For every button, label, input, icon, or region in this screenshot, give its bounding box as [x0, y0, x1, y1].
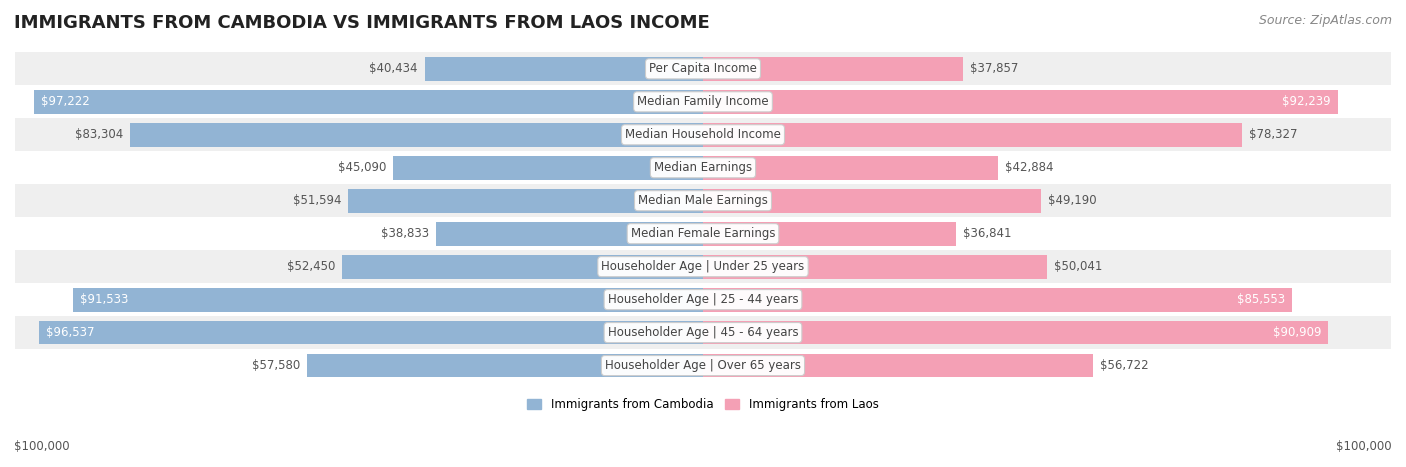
Bar — [15, 217, 1391, 250]
Text: $49,190: $49,190 — [1049, 194, 1097, 207]
Text: $57,580: $57,580 — [252, 359, 299, 372]
Text: Householder Age | 25 - 44 years: Householder Age | 25 - 44 years — [607, 293, 799, 306]
Bar — [15, 184, 1391, 217]
Bar — [392, 156, 703, 180]
Bar — [129, 123, 703, 147]
Bar — [73, 288, 703, 311]
Text: $38,833: $38,833 — [381, 227, 429, 240]
Bar — [15, 118, 1391, 151]
Text: $97,222: $97,222 — [41, 95, 90, 108]
Bar — [703, 57, 963, 81]
Text: $40,434: $40,434 — [370, 63, 418, 75]
Text: $42,884: $42,884 — [1005, 161, 1053, 174]
Bar — [349, 189, 703, 212]
Bar — [34, 90, 703, 113]
Bar — [703, 156, 998, 180]
Bar — [703, 288, 1292, 311]
Text: $90,909: $90,909 — [1272, 326, 1322, 339]
Bar — [307, 354, 703, 377]
Bar — [436, 222, 703, 246]
Bar — [703, 354, 1094, 377]
Text: $96,537: $96,537 — [46, 326, 94, 339]
Bar — [15, 52, 1391, 85]
Text: Householder Age | 45 - 64 years: Householder Age | 45 - 64 years — [607, 326, 799, 339]
Text: $91,533: $91,533 — [80, 293, 128, 306]
Text: $51,594: $51,594 — [292, 194, 342, 207]
Text: Median Female Earnings: Median Female Earnings — [631, 227, 775, 240]
Text: Median Family Income: Median Family Income — [637, 95, 769, 108]
Text: $37,857: $37,857 — [970, 63, 1019, 75]
Bar — [703, 90, 1337, 113]
Text: $36,841: $36,841 — [963, 227, 1012, 240]
Bar — [15, 283, 1391, 316]
Bar — [15, 316, 1391, 349]
Bar — [15, 151, 1391, 184]
Bar — [342, 255, 703, 278]
Text: $92,239: $92,239 — [1282, 95, 1330, 108]
Text: $52,450: $52,450 — [287, 260, 335, 273]
Text: Per Capita Income: Per Capita Income — [650, 63, 756, 75]
Text: IMMIGRANTS FROM CAMBODIA VS IMMIGRANTS FROM LAOS INCOME: IMMIGRANTS FROM CAMBODIA VS IMMIGRANTS F… — [14, 14, 710, 32]
Text: Median Male Earnings: Median Male Earnings — [638, 194, 768, 207]
Text: Source: ZipAtlas.com: Source: ZipAtlas.com — [1258, 14, 1392, 27]
Text: Median Earnings: Median Earnings — [654, 161, 752, 174]
Bar — [703, 123, 1241, 147]
Bar — [703, 321, 1329, 345]
Text: $56,722: $56,722 — [1099, 359, 1149, 372]
Text: $85,553: $85,553 — [1237, 293, 1285, 306]
Bar — [15, 85, 1391, 118]
Text: $83,304: $83,304 — [75, 128, 122, 142]
Legend: Immigrants from Cambodia, Immigrants from Laos: Immigrants from Cambodia, Immigrants fro… — [523, 393, 883, 416]
Text: $100,000: $100,000 — [1336, 440, 1392, 453]
Text: Median Household Income: Median Household Income — [626, 128, 780, 142]
Text: $50,041: $50,041 — [1054, 260, 1102, 273]
Text: $45,090: $45,090 — [337, 161, 385, 174]
Bar — [703, 189, 1042, 212]
Text: $100,000: $100,000 — [14, 440, 70, 453]
Bar — [703, 222, 956, 246]
Text: $78,327: $78,327 — [1249, 128, 1298, 142]
Bar — [425, 57, 703, 81]
Bar — [39, 321, 703, 345]
Bar — [703, 255, 1047, 278]
Bar — [15, 349, 1391, 382]
Text: Householder Age | Over 65 years: Householder Age | Over 65 years — [605, 359, 801, 372]
Text: Householder Age | Under 25 years: Householder Age | Under 25 years — [602, 260, 804, 273]
Bar — [15, 250, 1391, 283]
